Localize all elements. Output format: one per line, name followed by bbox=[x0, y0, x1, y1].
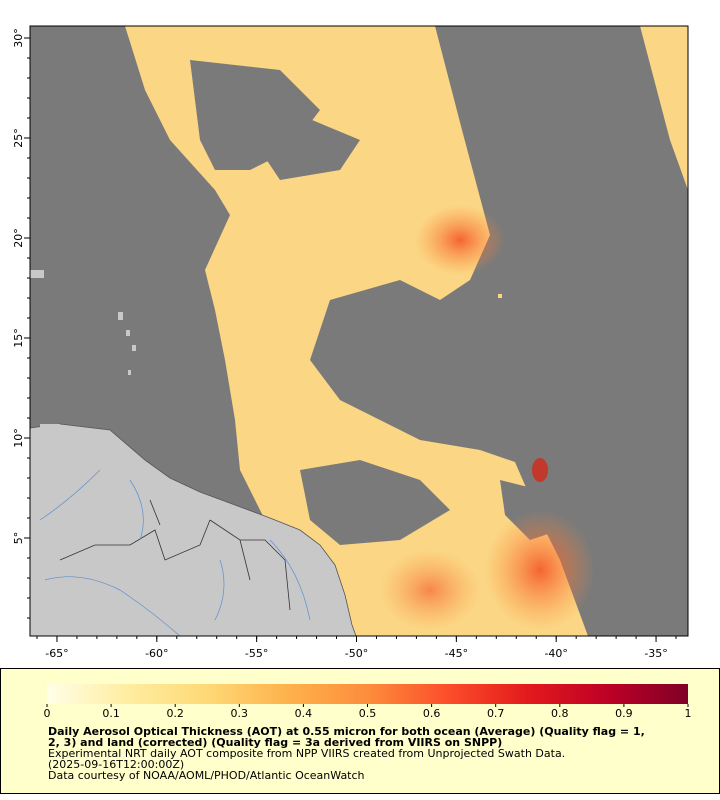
x-tick-label: -50° bbox=[345, 647, 368, 660]
y-tick-label: 20° bbox=[12, 228, 25, 248]
x-tick-label: -45° bbox=[445, 647, 468, 660]
high-aot bbox=[532, 458, 548, 482]
caption-line: (2025-09-16T12:00:00Z) bbox=[48, 758, 184, 771]
axes: -65° -60° -55° -50° -45° -40° -35° 5° 10° 15° 20° 2… bbox=[12, 28, 677, 660]
x-tick-label: -35° bbox=[644, 647, 667, 660]
cloud bbox=[300, 460, 450, 545]
map bbox=[30, 26, 688, 636]
colorbar-tick-label: 0.4 bbox=[295, 707, 313, 720]
river bbox=[39, 469, 311, 636]
x-tick-label: -65° bbox=[45, 647, 68, 660]
x-tick-label: -60° bbox=[145, 647, 168, 660]
colorbar-tick-label: 0 bbox=[44, 707, 51, 720]
swath bbox=[640, 26, 688, 190]
border bbox=[59, 499, 291, 611]
colorbar-tick-label: 0.8 bbox=[551, 707, 569, 720]
high-aot bbox=[415, 205, 505, 275]
caption-line: Daily Aerosol Optical Thickness (AOT) at… bbox=[48, 725, 645, 738]
cloud bbox=[240, 115, 360, 180]
colorbar-ramp bbox=[47, 684, 688, 704]
y-tick-label: 25° bbox=[12, 128, 25, 148]
colorbar-tick-label: 0.3 bbox=[231, 707, 249, 720]
y-tick-label: 5° bbox=[12, 532, 25, 545]
caption-line: Data courtesy of NOAA/AOML/PHOD/Atlantic… bbox=[48, 769, 365, 782]
colorbar-tick-label: 0.5 bbox=[359, 707, 377, 720]
colorbar-tick-label: 0.2 bbox=[166, 707, 184, 720]
y-tick-label: 30° bbox=[12, 28, 25, 48]
islands bbox=[30, 270, 136, 428]
caption-line: 2, 3) and land (corrected) (Quality flag… bbox=[48, 736, 502, 749]
cloud bbox=[310, 280, 500, 440]
colorbar-tick-label: 0.6 bbox=[423, 707, 441, 720]
y-tick-label: 15° bbox=[12, 328, 25, 348]
x-tick-label: -40° bbox=[544, 647, 567, 660]
colorbar-tick-label: 1 bbox=[685, 707, 692, 720]
high-aot bbox=[380, 550, 480, 630]
high-aot bbox=[485, 510, 595, 630]
x-tick-label: -55° bbox=[245, 647, 268, 660]
colorbar-tick-label: 0.1 bbox=[102, 707, 120, 720]
colorbar-tick-label: 0.9 bbox=[615, 707, 633, 720]
colorbar-tick-label: 0.7 bbox=[487, 707, 505, 720]
swath bbox=[498, 294, 502, 298]
map-frame bbox=[29, 25, 689, 637]
caption: Daily Aerosol Optical Thickness (AOT) at… bbox=[48, 725, 645, 782]
caption-line: Experimental NRT daily AOT composite fro… bbox=[48, 747, 565, 760]
land bbox=[30, 423, 357, 636]
colorbar: 0 0.1 0.2 0.3 0.4 0.5 0.6 0.7 0.8 0.9 1 bbox=[44, 684, 692, 720]
y-tick-label: 10° bbox=[12, 428, 25, 448]
